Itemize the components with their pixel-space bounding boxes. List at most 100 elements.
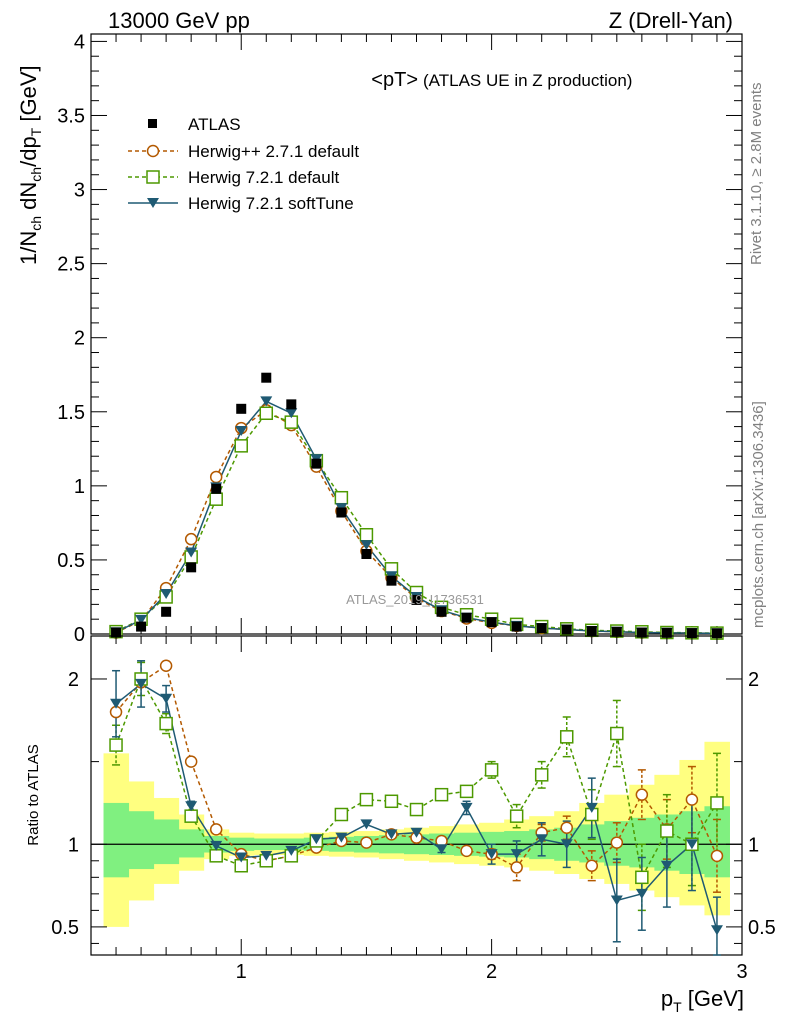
main-point-series-1 <box>209 470 223 484</box>
plot-title: <pT> <box>371 69 418 91</box>
ratio-point-series-0 <box>710 849 724 863</box>
legend-entry-herwig-soft: Herwig 7.2.1 softTune <box>128 194 354 213</box>
ratio-y-label: Ratio to ATLAS <box>25 744 42 845</box>
main-point-series-0 <box>311 458 322 469</box>
main-point-series-0 <box>536 623 547 634</box>
main-point-series-2 <box>334 490 349 505</box>
main-point-series-0 <box>411 594 422 605</box>
legend: ATLAS Herwig++ 2.7.1 default Herwig 7.2.… <box>128 115 359 213</box>
main-point-series-2 <box>359 527 374 542</box>
x-label-p: p <box>661 986 673 1011</box>
ratio-point-series-0 <box>585 859 599 872</box>
ratio-point-series-2 <box>285 845 298 856</box>
ratio-band-inner-2 <box>153 819 180 865</box>
main-point-series-0 <box>236 403 247 414</box>
legend-entry-herwigpp: Herwig++ 2.7.1 default <box>128 142 359 161</box>
main-point-series-3 <box>285 408 298 419</box>
ratio-point-series-2 <box>135 678 148 689</box>
ratio-point-series-2 <box>235 852 248 863</box>
ratio-point-series-1 <box>459 784 474 799</box>
ratio-ytick-label-right: 0.5 <box>748 917 776 939</box>
ratio-point-series-2 <box>310 834 323 845</box>
ratio-point-series-0 <box>184 755 198 768</box>
ratio-point-series-2 <box>510 849 523 860</box>
ratio-point-series-2 <box>385 829 398 840</box>
legend-marker-herwig-soft <box>147 198 159 208</box>
main-point-series-0 <box>386 575 397 586</box>
main-point-series-3 <box>160 589 173 599</box>
ratio-band-inner-1 <box>128 811 155 870</box>
ratio-point-series-2 <box>410 827 423 838</box>
main-ytick-label: 0 <box>74 624 85 646</box>
ratio-point-series-0 <box>510 861 523 874</box>
main-point-series-3 <box>235 426 248 437</box>
ratio-point-series-2 <box>635 888 648 899</box>
ratio-point-series-1 <box>384 794 399 809</box>
main-point-series-0 <box>611 626 622 637</box>
x-label-sub: T <box>673 999 682 1015</box>
main-point-series-0 <box>361 549 372 559</box>
ratio-point-series-2 <box>160 693 173 704</box>
legend-marker-herwig-default <box>146 170 160 184</box>
ratio-point-series-2 <box>110 698 123 709</box>
ratio-point-series-2 <box>335 832 348 843</box>
main-point-series-0 <box>186 562 197 573</box>
main-y-label-part2: dN <box>16 182 41 216</box>
ratio-point-series-1 <box>559 730 574 744</box>
main-point-series-0 <box>711 628 722 639</box>
main-axes: 0 0.5 1 1.5 2 2.5 3 3.5 4 <box>57 31 743 646</box>
ratio-point-series-0 <box>610 836 624 849</box>
ratio-point-series-1 <box>334 807 349 822</box>
ratio-point-series-1 <box>434 787 449 802</box>
ratio-point-series-1 <box>209 849 223 863</box>
header-left: 13000 GeV pp <box>108 8 250 33</box>
legend-label-atlas: ATLAS <box>188 115 241 134</box>
main-point-series-0 <box>136 621 147 632</box>
main-point-series-0 <box>586 626 597 637</box>
legend-label-herwigpp: Herwig++ 2.7.1 default <box>188 142 359 161</box>
ratio-point-series-2 <box>685 839 698 850</box>
main-point-series-0 <box>511 621 522 632</box>
main-ytick-label: 1.5 <box>57 402 85 424</box>
ratio-point-series-2 <box>660 860 673 871</box>
analysis-watermark: ATLAS_2019_I1736531 <box>346 592 484 607</box>
ratio-point-series-2 <box>610 895 623 906</box>
ratio-point-series-1 <box>610 726 624 741</box>
ratio-ytick-label-right: 1 <box>748 834 759 856</box>
main-point-series-1 <box>184 532 198 546</box>
legend-marker-herwigpp <box>146 144 160 158</box>
ratio-point-series-2 <box>210 840 223 851</box>
ratio-band-inner-0 <box>103 802 130 878</box>
main-point-series-0 <box>211 483 222 494</box>
main-point-series-0 <box>161 606 172 617</box>
legend-entry-atlas: ATLAS <box>148 115 241 134</box>
ratio-point-series-1 <box>660 824 674 838</box>
mcplots-label: mcplots.cern.ch [arXiv:1306.3436] <box>750 401 767 628</box>
main-ytick-label: 1 <box>74 476 85 498</box>
main-y-label-unit: [GeV] <box>16 65 41 127</box>
ratio-point-series-1 <box>359 792 374 807</box>
ratio-point-series-2 <box>360 819 373 830</box>
ratio-point-series-1 <box>635 870 649 885</box>
main-point-series-0 <box>561 624 572 635</box>
ratio-point-series-1 <box>184 809 198 823</box>
main-point-series-0 <box>336 507 347 518</box>
ratio-point-series-1 <box>159 716 173 731</box>
main-ytick-label: 0.5 <box>57 550 85 572</box>
main-ytick-label: 2 <box>74 328 85 350</box>
legend-label-herwig-default: Herwig 7.2.1 default <box>188 168 339 187</box>
ratio-point-series-1 <box>409 802 424 817</box>
ratio-point-series-1 <box>509 809 524 823</box>
ratio-ytick-label-left: 1 <box>68 834 79 856</box>
ratio-point-series-0 <box>685 793 699 806</box>
header-right: Z (Drell-Yan) <box>609 8 733 33</box>
ratio-point-series-0 <box>560 821 573 834</box>
ratio-point-series-0 <box>360 836 373 849</box>
ratio-point-series-2 <box>435 844 448 855</box>
x-axis-label: pT [GeV] <box>661 986 744 1015</box>
x-label-unit: [GeV] <box>682 986 744 1011</box>
ratio-point-series-1 <box>710 796 724 810</box>
main-series-layer <box>109 372 724 640</box>
x-tick-label: 3 <box>736 961 747 983</box>
